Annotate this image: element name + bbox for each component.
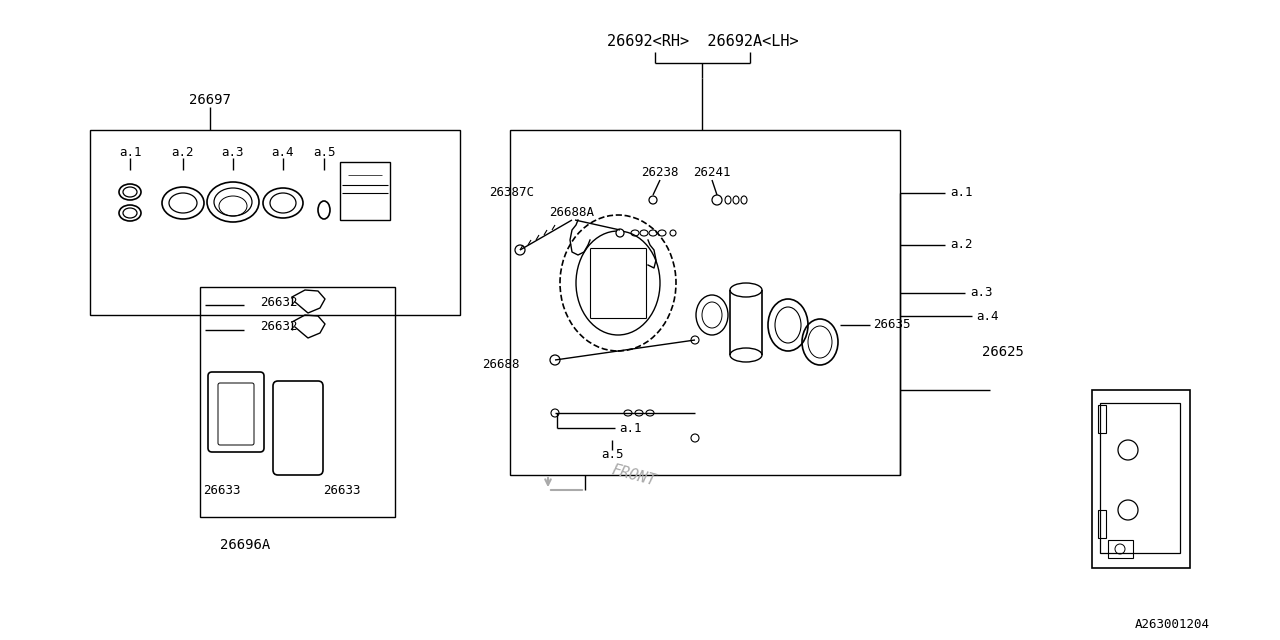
Text: a.1: a.1 [119,145,141,159]
Circle shape [691,336,699,344]
Bar [1108,540,1133,558]
Text: 26688: 26688 [483,358,520,371]
Bar [200,287,396,517]
Text: 26688A: 26688A [549,207,594,220]
Bar [509,130,900,475]
Text: a.2: a.2 [172,145,195,159]
Bar [1098,405,1106,433]
Text: a.1: a.1 [950,186,973,200]
Text: 26633: 26633 [324,483,361,497]
Text: a.5: a.5 [602,449,625,461]
Circle shape [669,230,676,236]
Circle shape [550,355,561,365]
Text: 26633: 26633 [204,483,241,497]
Circle shape [616,229,625,237]
Circle shape [649,196,657,204]
Text: A263001204: A263001204 [1135,618,1210,632]
Text: a.4: a.4 [977,310,998,323]
Text: a.4: a.4 [271,145,294,159]
Bar [1092,390,1190,568]
Circle shape [550,409,559,417]
Bar [1100,403,1180,553]
Text: 26692<RH>  26692A<LH>: 26692<RH> 26692A<LH> [607,35,799,49]
Bar [1098,510,1106,538]
Bar [90,130,460,315]
Text: 26632: 26632 [260,321,297,333]
Text: 26241: 26241 [694,166,731,179]
Text: a.3: a.3 [970,287,992,300]
Text: a.2: a.2 [950,239,973,252]
Text: FRONT: FRONT [611,463,658,489]
Text: a.3: a.3 [221,145,244,159]
Text: 26635: 26635 [873,319,910,332]
Circle shape [691,434,699,442]
Text: 26697: 26697 [189,93,230,107]
Text: a.5: a.5 [312,145,335,159]
Text: 26238: 26238 [641,166,678,179]
Circle shape [515,245,525,255]
Circle shape [712,195,722,205]
Text: a.1: a.1 [618,422,641,435]
Text: 26625: 26625 [982,345,1024,359]
Text: 26387C: 26387C [489,186,535,200]
Text: 26696A: 26696A [220,538,270,552]
Bar [340,162,390,220]
Text: 26632: 26632 [260,296,297,308]
